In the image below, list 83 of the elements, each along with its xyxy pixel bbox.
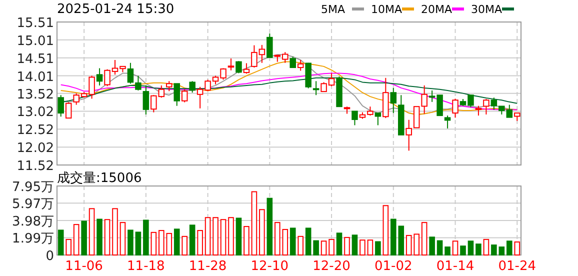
- bar: [429, 236, 435, 256]
- bar: [266, 198, 273, 256]
- bar: [244, 226, 250, 256]
- bar: [96, 218, 102, 256]
- x-tick-label: 11-06: [65, 259, 103, 274]
- x-tick-label: 11-18: [127, 259, 165, 274]
- bar: [498, 246, 505, 256]
- bar: [120, 222, 126, 256]
- y-tick-label: 13.02: [16, 105, 54, 120]
- legend-label: 5MA: [321, 3, 346, 16]
- chart-title: 成交量:15006: [57, 170, 142, 186]
- y-tick-label: 15.01: [16, 34, 54, 49]
- legend-label: 20MA: [421, 3, 452, 16]
- bar: [81, 220, 87, 256]
- bar: [476, 244, 482, 256]
- bar: [236, 218, 242, 256]
- legend-label: 30MA: [471, 3, 502, 16]
- x-tick-label: 11-28: [188, 259, 227, 274]
- bar: [328, 238, 334, 256]
- bar: [150, 232, 157, 256]
- bar: [452, 240, 458, 256]
- y-tick-label: 0: [46, 249, 54, 264]
- bar: [506, 240, 512, 256]
- bar: [73, 224, 80, 256]
- bar: [491, 244, 497, 256]
- x-tick-label: 12-10: [250, 259, 289, 274]
- bar: [382, 205, 389, 256]
- bar: [468, 240, 474, 256]
- x-tick-label: 12-20: [312, 259, 350, 274]
- bar: [460, 246, 466, 256]
- bar: [320, 240, 327, 256]
- bar: [352, 234, 358, 256]
- y-tick-label: 14.01: [16, 70, 54, 85]
- x-tick-label: 01-14: [436, 259, 474, 274]
- candlestick: [406, 119, 412, 152]
- y-tick-label: 15.51: [16, 16, 54, 31]
- bar: [189, 224, 196, 256]
- bar: [204, 217, 211, 256]
- bar: [483, 238, 490, 256]
- bar: [375, 241, 381, 256]
- bar: [305, 228, 312, 256]
- x-tick-label: 01-02: [374, 259, 412, 274]
- y-tick-label: 3.98万: [12, 214, 54, 230]
- bar: [228, 217, 234, 256]
- y-tick-label: 14.51: [16, 52, 54, 67]
- bar: [313, 240, 319, 256]
- bar: [128, 230, 134, 256]
- candlestick: [142, 84, 150, 115]
- bar: [112, 208, 118, 256]
- bar: [259, 209, 265, 256]
- bar: [220, 219, 226, 256]
- chart-title: 2025-01-24 15:30: [57, 2, 174, 17]
- y-tick-label: 7.95万: [12, 180, 54, 195]
- bar: [104, 219, 110, 256]
- bar: [143, 220, 149, 256]
- bar: [135, 232, 142, 256]
- y-tick-label: 11.52: [16, 159, 54, 174]
- bar: [336, 232, 342, 256]
- legend-label: 10MA: [371, 3, 402, 16]
- candlestick: [96, 68, 103, 86]
- bar: [174, 228, 180, 256]
- bar: [367, 240, 374, 256]
- bar: [197, 230, 203, 256]
- bar: [66, 238, 72, 256]
- bar: [421, 222, 428, 256]
- bar: [88, 208, 95, 256]
- y-tick-label: 1.99万: [12, 232, 54, 247]
- bar: [182, 236, 188, 256]
- bar: [298, 236, 304, 256]
- y-tick-label: 12.02: [16, 141, 54, 156]
- bar: [436, 240, 443, 256]
- bar: [360, 240, 366, 256]
- x-tick-label: 01-24: [498, 259, 536, 274]
- y-tick-label: 5.97万: [12, 197, 54, 212]
- bar: [251, 191, 258, 256]
- y-tick-label: 12.52: [16, 123, 54, 138]
- bar: [444, 246, 450, 256]
- bar: [290, 228, 296, 256]
- bar: [212, 217, 218, 256]
- bar: [514, 241, 520, 256]
- bar: [58, 230, 64, 256]
- y-tick-label: 13.52: [16, 87, 54, 102]
- bar: [344, 236, 350, 256]
